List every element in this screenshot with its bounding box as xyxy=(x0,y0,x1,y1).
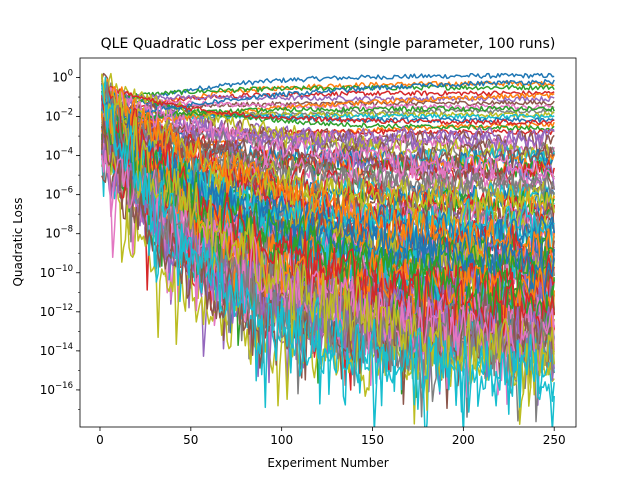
y-tick-exponent: −8 xyxy=(60,225,73,235)
y-tick-exponent: −10 xyxy=(55,264,73,274)
y-tick-base: 10 xyxy=(40,383,55,397)
y-tick-exponent: −14 xyxy=(55,342,73,352)
y-tick-base: 10 xyxy=(40,344,55,358)
y-tick-exponent: 0 xyxy=(68,69,73,79)
y-tick-base: 10 xyxy=(40,305,55,319)
y-tick-label: 10−10 xyxy=(40,264,73,280)
series-line-run-3 xyxy=(101,84,555,102)
y-tick-exponent: −16 xyxy=(55,381,73,391)
series-line-run-5 xyxy=(101,93,555,103)
x-tick-label: 0 xyxy=(96,433,104,447)
series-line-run-100 xyxy=(101,84,555,427)
series-layer xyxy=(101,72,555,427)
series-line-run-80 xyxy=(101,101,555,267)
y-tick-label: 10−4 xyxy=(45,147,73,163)
series-line-run-4 xyxy=(101,90,555,115)
y-tick-base: 10 xyxy=(45,227,60,241)
series-line-run-74 xyxy=(101,82,555,126)
y-tick-base: 10 xyxy=(45,188,60,202)
y-tick-exponent: −12 xyxy=(55,303,73,313)
y-tick-exponent: −6 xyxy=(60,186,73,196)
series-line-run-82 xyxy=(101,78,555,266)
y-tick-base: 10 xyxy=(52,71,67,85)
series-line-run-99 xyxy=(101,74,555,411)
series-line-run-98 xyxy=(101,81,555,418)
plot-frame xyxy=(79,57,577,428)
y-tick-label: 10−16 xyxy=(40,381,73,397)
y-axis-label: Quadratic Loss xyxy=(11,197,25,286)
x-tick-label: 150 xyxy=(361,433,384,447)
y-tick-label: 10−8 xyxy=(45,225,73,241)
x-tick-label: 100 xyxy=(270,433,293,447)
y-tick-label: 10−6 xyxy=(45,186,73,202)
x-axis: 0 50 100 150 200 250 xyxy=(96,427,566,447)
y-tick-label: 100 xyxy=(52,69,73,85)
x-axis-label: Experiment Number xyxy=(267,456,388,470)
series-line-run-77 xyxy=(101,84,555,185)
series-line-run-71 xyxy=(101,78,555,123)
y-tick-base: 10 xyxy=(45,149,60,163)
y-tick-label: 10−12 xyxy=(40,303,73,319)
series-line-run-6 xyxy=(101,99,555,113)
x-tick-label: 250 xyxy=(543,433,566,447)
x-tick-label: 200 xyxy=(452,433,475,447)
x-tick-label: 50 xyxy=(183,433,198,447)
y-tick-base: 10 xyxy=(40,266,55,280)
series-line-run-72 xyxy=(101,92,555,133)
y-tick-label: 10−2 xyxy=(45,108,73,124)
chart-title: QLE Quadratic Loss per experiment (singl… xyxy=(101,36,556,52)
y-tick-base: 10 xyxy=(45,110,60,124)
series-line-run-73 xyxy=(101,105,555,126)
y-tick-exponent: −2 xyxy=(60,108,73,118)
y-tick-label: 10−14 xyxy=(40,342,73,358)
y-tick-exponent: −4 xyxy=(60,147,73,157)
